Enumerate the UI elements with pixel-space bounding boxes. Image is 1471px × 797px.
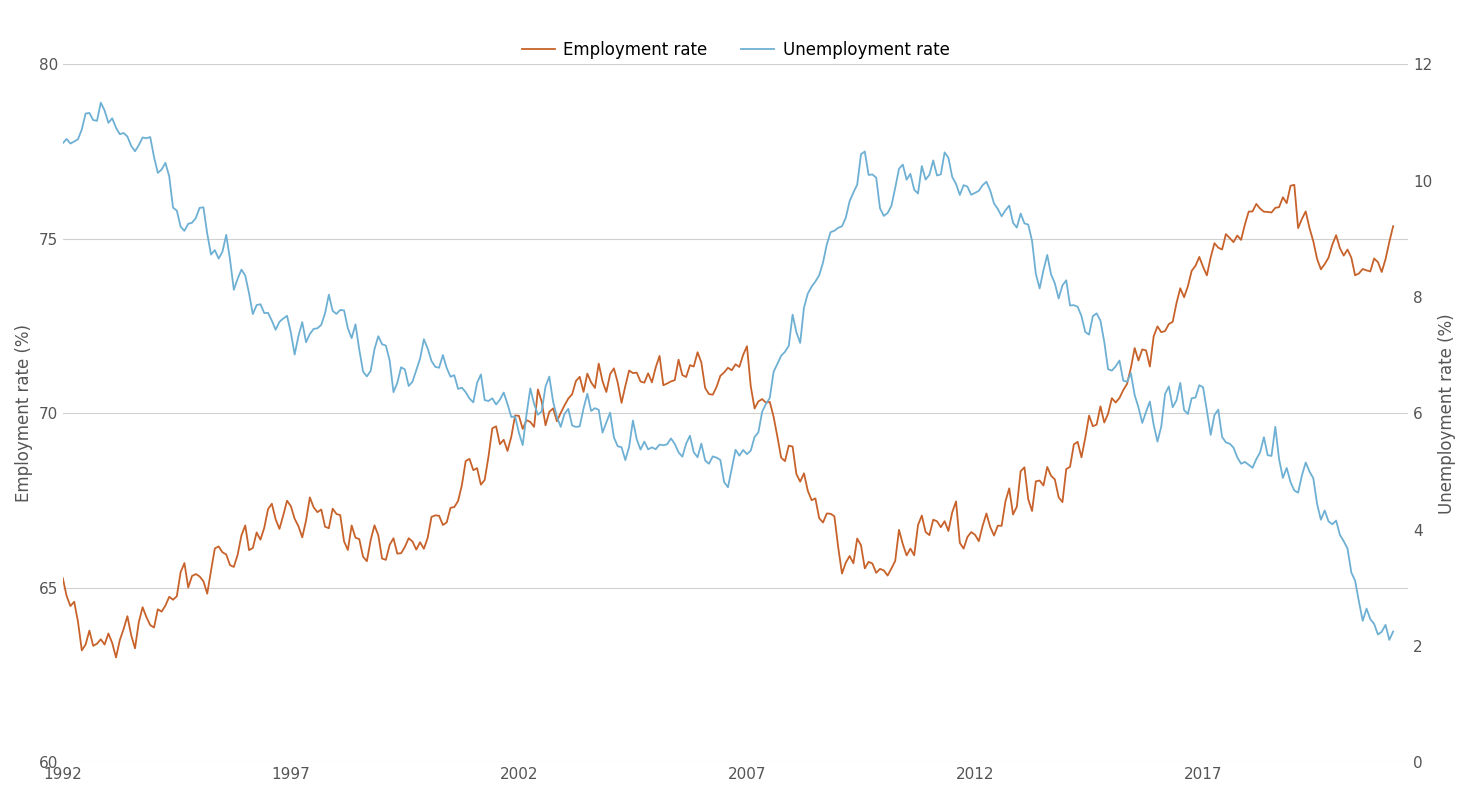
Employment rate bbox=[54, 573, 72, 583]
Unemployment rate bbox=[1384, 626, 1402, 636]
Employment rate bbox=[1247, 199, 1265, 209]
Unemployment rate bbox=[734, 446, 752, 455]
Unemployment rate bbox=[685, 447, 703, 457]
Employment rate bbox=[107, 653, 125, 662]
Y-axis label: Employment rate (%): Employment rate (%) bbox=[15, 324, 32, 502]
Unemployment rate bbox=[681, 431, 699, 441]
Line: Unemployment rate: Unemployment rate bbox=[63, 103, 1393, 640]
Line: Employment rate: Employment rate bbox=[63, 185, 1393, 658]
Employment rate bbox=[685, 362, 703, 371]
Employment rate bbox=[1286, 180, 1303, 190]
Employment rate bbox=[734, 350, 752, 359]
Employment rate bbox=[1180, 281, 1197, 291]
Employment rate bbox=[681, 360, 699, 370]
Legend: Employment rate, Unemployment rate: Employment rate, Unemployment rate bbox=[515, 34, 956, 65]
Unemployment rate bbox=[590, 405, 608, 414]
Unemployment rate bbox=[93, 98, 110, 108]
Unemployment rate bbox=[1247, 454, 1265, 464]
Unemployment rate bbox=[1380, 635, 1397, 645]
Unemployment rate bbox=[1180, 409, 1197, 418]
Employment rate bbox=[1384, 222, 1402, 231]
Y-axis label: Unemployment rate (%): Unemployment rate (%) bbox=[1439, 313, 1456, 513]
Unemployment rate bbox=[54, 139, 72, 148]
Employment rate bbox=[590, 359, 608, 368]
